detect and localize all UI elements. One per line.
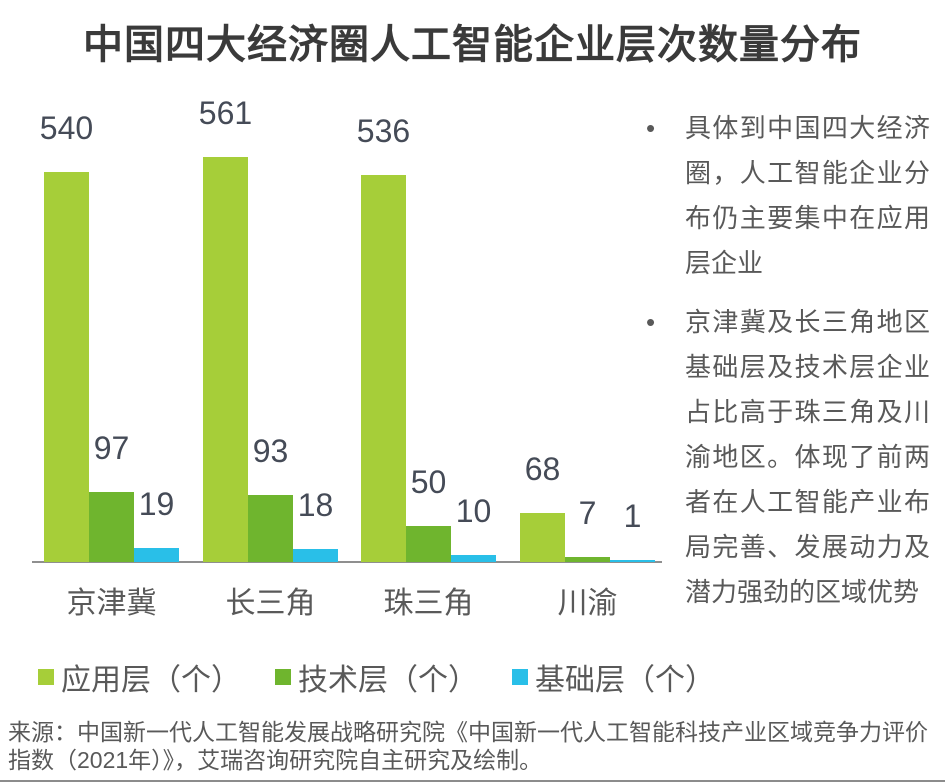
data-label-京津冀-技术层（个）: 97	[93, 430, 130, 466]
bar-group-长三角: 561 93 18	[199, 95, 338, 562]
bar-group-珠三角: 536 50 10	[357, 95, 496, 562]
bar-珠三角-基础层（个）	[451, 555, 496, 562]
bottom-divider	[0, 780, 945, 782]
category-label-长三角: 长三角	[225, 587, 316, 620]
data-label-长三角-技术层（个）: 93	[252, 433, 289, 469]
bar-川渝-应用层（个）	[520, 513, 565, 562]
bullet-icon: •	[646, 113, 656, 143]
x-axis-line	[32, 561, 662, 563]
bar-长三角-基础层（个）	[293, 549, 338, 562]
bar-京津冀-应用层（个）	[44, 172, 89, 562]
bar-京津冀-基础层（个）	[134, 548, 179, 562]
category-label-珠三角: 珠三角	[383, 587, 474, 620]
notes-list: • 具体到中国四大经济圈，人工智能企业分布仍主要集中在应用层企业 • 京津冀及长…	[642, 106, 930, 615]
bullet-icon: •	[646, 307, 656, 337]
bar-group-川渝: 68 7 1	[520, 95, 655, 562]
legend-label: 基础层（个）	[535, 664, 715, 697]
legend-item-技术层（个）: 技术层（个）	[275, 655, 478, 699]
bar-长三角-应用层（个）	[203, 157, 248, 562]
data-label-珠三角-应用层（个）: 536	[356, 113, 411, 149]
legend-label: 技术层（个）	[298, 664, 478, 697]
data-label-珠三角-基础层（个）: 10	[455, 493, 492, 529]
bar-长三角-技术层（个）	[248, 495, 293, 562]
legend-label: 应用层（个）	[61, 664, 241, 697]
legend-swatch-icon	[38, 669, 54, 685]
data-label-长三角-基础层（个）: 18	[297, 487, 334, 523]
plot-area: 540 97 19 561 93 18 536 50 10 68 7 1	[0, 95, 665, 563]
data-label-川渝-基础层（个）: 1	[623, 498, 642, 534]
source-attribution: 来源：中国新一代人工智能发展战略研究院《中国新一代人工智能科技产业区域竞争力评价…	[8, 719, 928, 773]
bar-珠三角-技术层（个）	[406, 526, 451, 562]
legend-swatch-icon	[512, 669, 528, 685]
legend-item-应用层（个）: 应用层（个）	[38, 655, 241, 699]
note-text: 具体到中国四大经济圈，人工智能企业分布仍主要集中在应用层企业	[685, 113, 930, 278]
category-label-京津冀: 京津冀	[66, 587, 157, 620]
bar-group-京津冀: 540 97 19	[40, 95, 179, 562]
bar-京津冀-技术层（个）	[89, 492, 134, 562]
chart-title: 中国四大经济圈人工智能企业层次数量分布	[83, 23, 862, 67]
chart-legend: 应用层（个） 技术层（个） 基础层（个）	[38, 655, 715, 699]
bar-川渝-基础层（个）	[610, 560, 655, 562]
note-text: 京津冀及长三角地区基础层及技术层企业占比高于珠三角及川渝地区。体现了前两者在人工…	[685, 307, 930, 607]
x-axis-category-labels: 京津冀 长三角 珠三角 川渝	[0, 578, 665, 620]
bar-珠三角-应用层（个）	[361, 175, 406, 562]
data-label-珠三角-技术层（个）: 50	[410, 464, 447, 500]
data-label-京津冀-应用层（个）: 540	[39, 110, 94, 146]
legend-item-基础层（个）: 基础层（个）	[512, 655, 715, 699]
data-label-川渝-技术层（个）: 7	[578, 495, 597, 531]
data-label-川渝-应用层（个）: 68	[524, 451, 561, 487]
note-item: • 京津冀及长三角地区基础层及技术层企业占比高于珠三角及川渝地区。体现了前两者在…	[642, 300, 930, 615]
bar-川渝-技术层（个）	[565, 557, 610, 562]
note-item: • 具体到中国四大经济圈，人工智能企业分布仍主要集中在应用层企业	[642, 106, 930, 286]
notes-pane: • 具体到中国四大经济圈，人工智能企业分布仍主要集中在应用层企业 • 京津冀及长…	[642, 106, 930, 629]
data-label-京津冀-基础层（个）: 19	[138, 486, 175, 522]
data-label-长三角-应用层（个）: 561	[198, 95, 253, 131]
legend-swatch-icon	[275, 669, 291, 685]
category-label-川渝: 川渝	[557, 587, 618, 620]
